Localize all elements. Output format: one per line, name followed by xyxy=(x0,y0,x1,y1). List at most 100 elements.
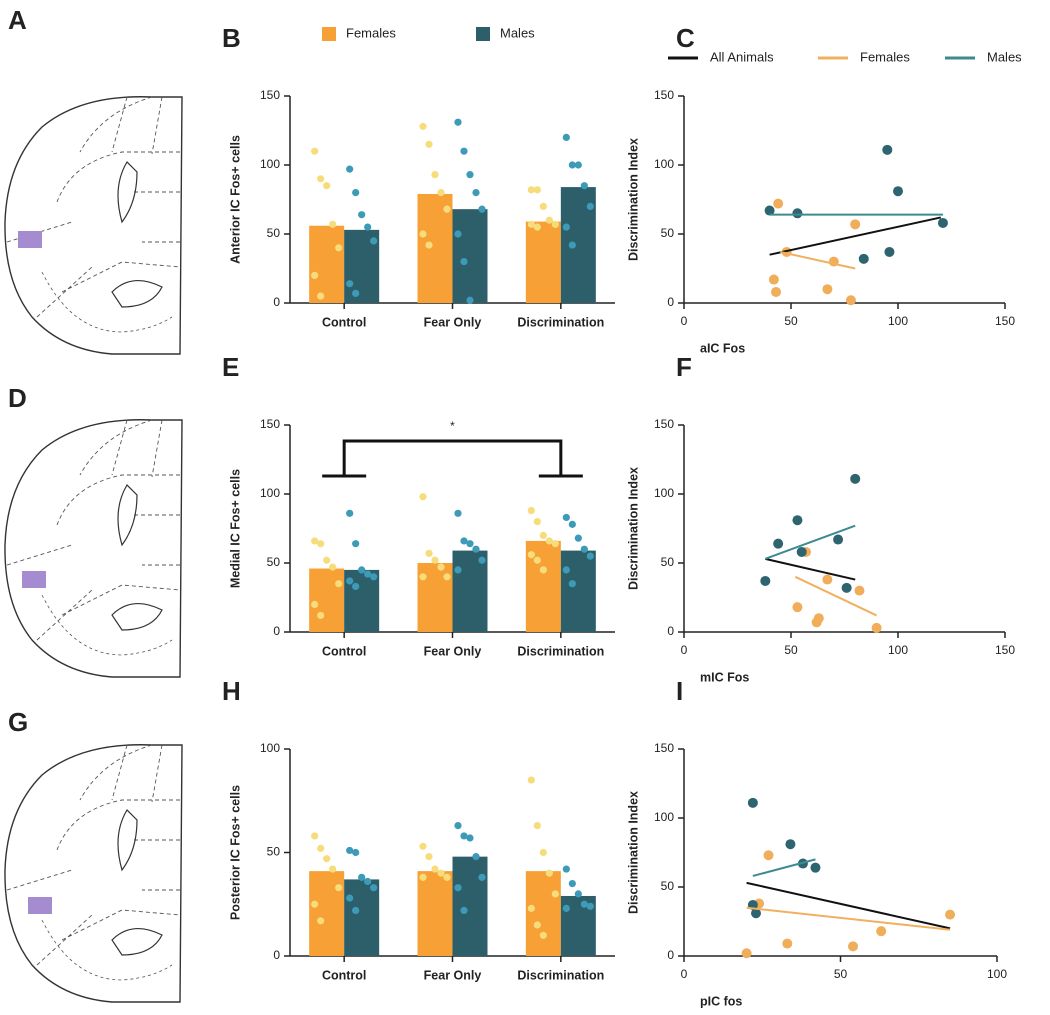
data-point xyxy=(358,566,366,574)
legend-swatch xyxy=(322,27,336,41)
data-point xyxy=(574,890,582,898)
data-point xyxy=(472,545,480,553)
data-point xyxy=(431,865,439,873)
x-tick-label: 0 xyxy=(681,314,688,328)
bar xyxy=(525,871,561,956)
y-tick-label: 100 xyxy=(654,157,674,171)
data-point xyxy=(364,877,372,886)
data-point xyxy=(419,873,427,881)
data-point xyxy=(580,900,588,908)
data-point xyxy=(364,570,372,578)
data-point xyxy=(568,580,576,588)
data-point xyxy=(562,865,570,873)
data-point xyxy=(586,902,594,910)
panel-letter: D xyxy=(8,383,27,413)
data-point xyxy=(810,862,821,873)
fit-line xyxy=(794,575,878,617)
data-point xyxy=(419,122,427,130)
data-point xyxy=(329,563,337,571)
data-point xyxy=(317,175,325,183)
y-tick-label: 150 xyxy=(654,741,674,755)
y-tick-label: 100 xyxy=(260,486,280,500)
data-point xyxy=(850,219,861,230)
fit-line xyxy=(780,250,856,270)
y-tick-label: 0 xyxy=(273,624,280,638)
x-tick-label: 100 xyxy=(987,967,1007,981)
data-point xyxy=(323,556,331,564)
x-tick-label: 50 xyxy=(784,314,798,328)
data-point xyxy=(329,865,337,873)
data-point xyxy=(562,513,570,522)
data-point xyxy=(741,948,752,959)
data-point xyxy=(346,165,354,173)
data-point xyxy=(792,208,803,219)
data-point xyxy=(796,546,807,557)
x-tick-label: 100 xyxy=(888,643,908,657)
brain-diagram xyxy=(4,419,183,678)
data-point xyxy=(437,189,445,197)
data-point xyxy=(311,271,319,279)
data-point xyxy=(539,531,547,540)
x-axis-label: pIC fos xyxy=(700,994,742,1008)
data-point xyxy=(792,602,803,613)
data-point xyxy=(352,906,360,915)
fit-line xyxy=(764,524,856,560)
data-point xyxy=(425,241,433,249)
data-point xyxy=(568,161,576,169)
data-point xyxy=(466,171,474,179)
data-point xyxy=(335,884,343,892)
data-point xyxy=(352,189,360,197)
data-point xyxy=(460,147,468,155)
x-tick-label: 50 xyxy=(834,967,848,981)
x-tick-label: 150 xyxy=(995,643,1015,657)
data-point xyxy=(533,556,541,564)
data-point xyxy=(586,552,594,560)
bar xyxy=(344,879,380,956)
data-point xyxy=(782,938,793,949)
fit-line xyxy=(746,906,951,931)
significance-bracket xyxy=(322,439,583,478)
legend-label: Females xyxy=(346,25,396,40)
data-point xyxy=(858,253,869,264)
data-point xyxy=(346,509,354,517)
data-point xyxy=(317,540,325,548)
y-tick-label: 150 xyxy=(654,88,674,102)
data-point xyxy=(568,241,576,249)
bar xyxy=(417,871,453,956)
bar xyxy=(452,550,488,632)
data-point xyxy=(370,573,378,581)
data-point xyxy=(419,842,427,850)
y-tick-label: 50 xyxy=(661,226,675,240)
data-point xyxy=(454,821,462,830)
fit-line xyxy=(765,557,856,581)
y-tick-label: 150 xyxy=(260,417,280,431)
data-point xyxy=(533,821,541,830)
data-point xyxy=(352,540,360,548)
data-point xyxy=(562,133,570,141)
data-point xyxy=(443,573,451,581)
data-point xyxy=(562,223,570,231)
data-point xyxy=(568,879,576,888)
x-tick-label: 100 xyxy=(888,314,908,328)
data-point xyxy=(937,217,948,228)
data-point xyxy=(317,844,325,852)
data-point xyxy=(454,566,462,574)
data-point xyxy=(346,280,354,288)
x-tick-label: Fear Only xyxy=(424,315,482,329)
y-tick-label: 150 xyxy=(654,417,674,431)
data-point xyxy=(792,515,803,526)
data-point xyxy=(419,573,427,581)
data-point xyxy=(811,617,822,628)
data-point xyxy=(437,869,445,877)
x-axis-label: aIC Fos xyxy=(700,341,745,355)
data-point xyxy=(346,894,354,902)
data-point xyxy=(562,904,570,912)
data-point xyxy=(539,566,547,574)
legend-label: Males xyxy=(500,25,535,40)
data-point xyxy=(527,186,535,194)
data-point xyxy=(431,556,439,564)
data-point xyxy=(311,832,319,840)
data-point xyxy=(317,611,325,620)
data-point xyxy=(562,566,570,574)
